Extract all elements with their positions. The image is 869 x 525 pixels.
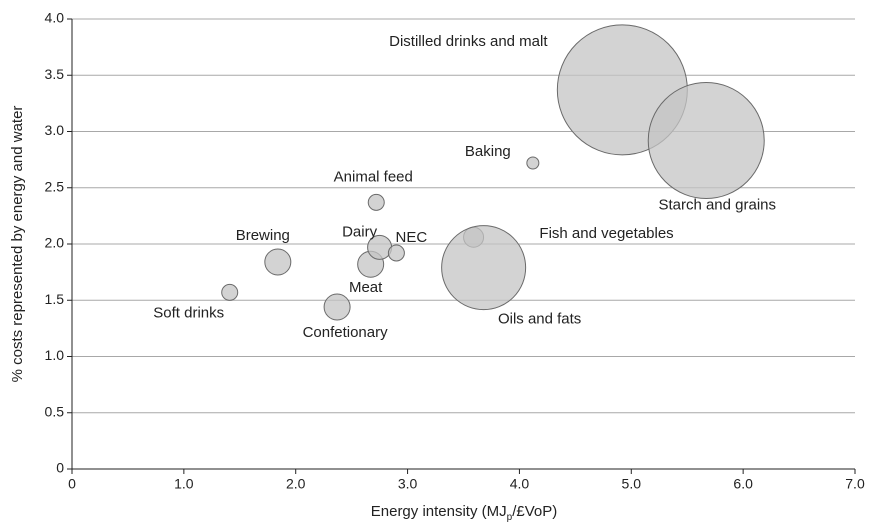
x-tick-label: 4.0 [510,476,530,492]
x-axis-label-part: /£VoP) [512,503,557,520]
y-tick-label: 3.0 [45,122,65,138]
bubble-label: Soft drinks [153,304,224,321]
bubble [647,82,765,199]
x-axis-label-part: Energy intensity (MJ [371,503,507,520]
y-tick-label: 4.0 [45,10,65,26]
bubble [323,293,351,321]
y-tick-label: 2.0 [45,235,65,251]
bubble-label: Oils and fats [498,311,581,328]
bubble [441,225,527,311]
bubble-label: Animal feed [334,168,413,185]
bubble [221,283,239,301]
y-axis-label: % costs represented by energy and water [9,106,26,383]
bubble [387,244,405,262]
x-tick-label: 6.0 [733,476,753,492]
bubble-label: Meat [349,279,383,296]
bubble-label: Starch and grains [658,196,776,213]
bubble-label: Fish and vegetables [539,225,673,242]
y-tick-label: 0.5 [45,403,65,419]
bubble [264,248,292,276]
y-tick-label: 1.5 [45,291,65,307]
bubble-label: NEC [396,229,428,246]
bubble-label: Brewing [236,227,290,244]
x-tick-label: 0 [68,476,76,492]
x-tick-label: 7.0 [845,476,865,492]
bubble [367,193,385,211]
bubble-label: Confetionary [303,324,389,341]
x-tick-label: 5.0 [622,476,642,492]
bubble-label: Distilled drinks and malt [389,33,548,50]
bubble-label: Baking [465,143,511,160]
bubble-label: Dairy [342,223,378,240]
y-tick-label: 1.0 [45,347,65,363]
y-tick-label: 2.5 [45,178,65,194]
x-axis-label-sub: p [507,512,513,523]
x-tick-label: 2.0 [286,476,306,492]
bubble [526,156,540,170]
x-tick-label: 1.0 [174,476,194,492]
y-tick-label: 0 [56,460,64,476]
x-axis-label: Energy intensity (MJp/£VoP) [371,503,557,523]
y-tick-label: 3.5 [45,66,65,82]
x-tick-label: 3.0 [398,476,418,492]
